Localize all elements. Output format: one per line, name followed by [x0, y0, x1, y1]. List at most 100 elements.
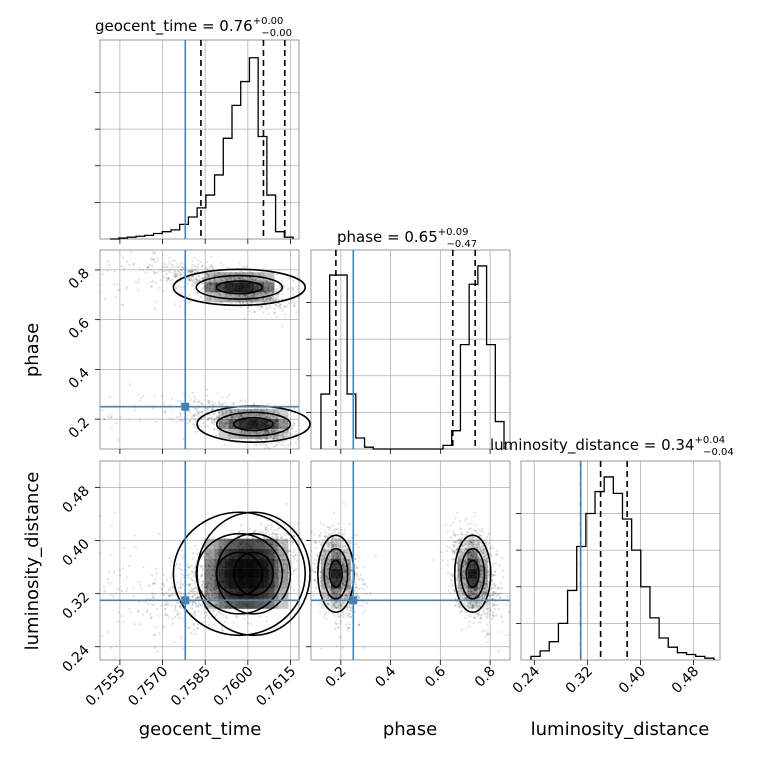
sample-point — [134, 545, 137, 549]
sample-point — [103, 585, 106, 588]
sample-point — [239, 277, 242, 280]
sample-point — [180, 549, 183, 552]
sample-point — [260, 293, 263, 296]
sample-point — [282, 431, 285, 434]
sample-point — [181, 573, 184, 576]
sample-point — [166, 264, 170, 268]
sample-point — [188, 547, 191, 550]
sample-point — [458, 519, 462, 523]
sample-point — [237, 409, 240, 412]
sample-point — [191, 588, 194, 591]
sample-point — [137, 580, 140, 583]
sample-point — [216, 274, 219, 277]
sample-point — [293, 534, 296, 537]
histogram-step — [530, 476, 715, 660]
sample-point — [108, 582, 112, 586]
sample-point — [276, 295, 279, 299]
sample-point — [211, 266, 215, 270]
sample-point — [269, 296, 272, 299]
sample-point — [194, 398, 197, 401]
sample-point — [235, 616, 238, 619]
sample-point — [271, 535, 274, 538]
sample-point — [219, 612, 222, 616]
sample-point — [274, 290, 277, 293]
sample-point — [270, 429, 273, 432]
sample-point — [234, 415, 237, 418]
sample-point — [210, 421, 214, 424]
density-cell — [218, 419, 229, 430]
sample-point — [211, 407, 214, 410]
sample-point — [212, 279, 216, 282]
sample-point — [150, 284, 153, 288]
sample-point — [216, 392, 219, 395]
sample-point — [237, 415, 240, 418]
sample-point — [313, 533, 316, 536]
sample-point — [285, 532, 289, 536]
sample-point — [114, 592, 117, 595]
axes-frame — [520, 460, 721, 661]
sample-point — [291, 427, 294, 430]
sample-point — [229, 409, 232, 412]
sample-point — [165, 591, 168, 595]
sample-point — [180, 292, 183, 295]
density-cell — [204, 558, 215, 569]
sample-point — [241, 529, 245, 532]
sample-point — [212, 404, 215, 407]
sample-point — [110, 426, 113, 429]
sample-point — [176, 399, 180, 403]
y-tick-label: 0.4 — [66, 365, 93, 392]
sample-point — [502, 569, 505, 572]
sample-point — [491, 565, 495, 568]
sample-point — [283, 306, 287, 309]
sample-point — [193, 407, 196, 410]
sample-point — [165, 266, 168, 269]
x-tick-label: 0.7555 — [83, 664, 129, 710]
sample-point — [268, 447, 271, 450]
x-tick-label: 0.24 — [510, 663, 543, 696]
sample-point — [188, 410, 192, 413]
sample-point — [155, 572, 158, 575]
sample-point — [241, 301, 244, 304]
sample-point — [289, 442, 293, 445]
sample-point — [194, 420, 197, 423]
sample-point — [106, 269, 109, 272]
sample-point — [266, 438, 269, 441]
sample-point — [498, 564, 501, 567]
sample-point — [167, 277, 170, 280]
sample-point — [253, 293, 256, 296]
sample-point — [289, 299, 292, 302]
sample-point — [281, 440, 284, 443]
sample-point — [193, 413, 197, 416]
sample-point — [211, 401, 214, 404]
sample-point — [213, 402, 217, 405]
sample-point — [274, 303, 277, 307]
sample-point — [482, 610, 485, 613]
sample-point — [257, 299, 260, 302]
sample-point — [258, 530, 261, 534]
sample-point — [280, 325, 284, 328]
hist-panel-geocent-time — [95, 39, 300, 244]
sample-point — [220, 626, 224, 629]
sample-point — [276, 288, 279, 291]
sample-point — [151, 264, 154, 267]
sample-point — [220, 418, 224, 421]
sample-point — [190, 270, 193, 273]
sample-point — [273, 410, 276, 413]
sample-point — [112, 595, 115, 598]
sample-point — [207, 425, 210, 428]
sample-point — [278, 306, 281, 309]
sample-point — [287, 277, 291, 280]
sample-point — [154, 282, 158, 285]
sample-point — [190, 277, 193, 280]
sample-point — [258, 437, 261, 440]
sample-point — [174, 274, 178, 277]
sample-point — [180, 607, 184, 610]
sample-point — [149, 613, 152, 616]
sample-point — [273, 307, 276, 310]
sample-point — [265, 279, 268, 283]
sample-point — [168, 279, 171, 282]
sample-point — [211, 407, 214, 411]
sample-point — [138, 623, 141, 626]
sample-point — [296, 522, 300, 525]
sample-point — [363, 646, 366, 650]
